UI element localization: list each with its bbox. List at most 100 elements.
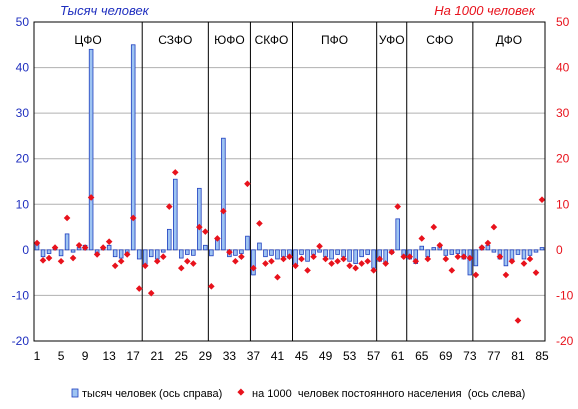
- bar: [257, 242, 262, 251]
- marker: [466, 254, 474, 262]
- left-y-tick-label: 50: [16, 15, 30, 29]
- marker: [502, 271, 510, 279]
- bar: [473, 249, 479, 267]
- right-axis-title: На 1000 человек: [434, 3, 536, 18]
- bar: [353, 249, 358, 264]
- marker: [51, 244, 59, 251]
- bar: [221, 137, 226, 251]
- bar: [118, 249, 124, 259]
- right-y-tick-label: 20: [556, 152, 570, 166]
- bar: [251, 249, 256, 276]
- marker: [472, 271, 480, 279]
- right-y-tick-label: 10: [556, 197, 570, 211]
- marker: [177, 264, 185, 272]
- bar: [275, 249, 280, 260]
- marker: [322, 255, 329, 263]
- plot-frame: [33, 21, 546, 342]
- x-tick-label: 85: [535, 349, 549, 363]
- marker: [418, 235, 426, 242]
- marker: [484, 239, 492, 247]
- marker: [117, 257, 125, 265]
- bar: [88, 48, 94, 251]
- x-tick-label: 25: [175, 349, 189, 363]
- bar: [263, 249, 268, 258]
- marker: [394, 203, 402, 210]
- bar: [521, 249, 527, 260]
- x-tick-label: 61: [391, 349, 405, 363]
- marker: [346, 262, 353, 270]
- marker: [105, 238, 113, 245]
- bar: [245, 235, 250, 251]
- x-tick-label: 41: [271, 349, 285, 363]
- marker: [202, 228, 209, 235]
- district-label: ЦФО: [74, 33, 101, 47]
- marker: [352, 264, 359, 272]
- right-y-tick-label: 30: [556, 106, 570, 120]
- grid: [34, 21, 545, 342]
- marker: [214, 235, 221, 242]
- bar: [527, 249, 533, 256]
- marker: [496, 253, 504, 260]
- marker: [388, 248, 395, 256]
- bar: [341, 249, 346, 258]
- marker: [45, 254, 53, 262]
- marker: [87, 194, 95, 201]
- marker: [424, 255, 432, 263]
- bar: [239, 249, 244, 254]
- marker: [123, 251, 131, 258]
- x-tick-label: 17: [127, 349, 141, 363]
- marker: [442, 255, 450, 263]
- bar: [185, 249, 190, 255]
- district-label: СФО: [426, 33, 453, 47]
- marker: [244, 180, 251, 188]
- bar: [179, 249, 184, 259]
- bar: [365, 249, 370, 255]
- marker: [129, 214, 137, 222]
- marker: [520, 260, 528, 267]
- right-y-tick-label: -10: [556, 288, 574, 302]
- bar: [335, 249, 340, 255]
- marker: [57, 257, 65, 265]
- marker: [316, 242, 323, 250]
- left-y-tick-label: -20: [12, 334, 30, 348]
- marker: [196, 223, 203, 231]
- bar: [443, 249, 449, 256]
- district-label: ПФО: [321, 33, 348, 47]
- bar: [515, 249, 521, 255]
- x-tick-label: 13: [102, 349, 116, 363]
- legend-marker-label: на 1000 человек постоянного населения (о…: [252, 388, 525, 400]
- left-y-tick-label: -10: [12, 288, 30, 302]
- bar: [533, 249, 539, 253]
- bar: [317, 249, 322, 253]
- x-tick-label: 29: [199, 349, 213, 363]
- marker: [39, 257, 47, 264]
- x-tick-label: 57: [367, 349, 381, 363]
- x-tick-label: 53: [343, 349, 357, 363]
- bar: [64, 233, 70, 251]
- marker: [81, 244, 89, 251]
- bar: [136, 249, 142, 260]
- marker: [454, 253, 462, 260]
- bar: [431, 247, 437, 251]
- marker: [358, 260, 365, 267]
- marker: [340, 255, 347, 263]
- bar: [148, 249, 154, 258]
- marker: [250, 264, 257, 272]
- x-tick-label: 5: [58, 349, 65, 363]
- bar: [154, 249, 160, 260]
- x-tick-label: 65: [415, 349, 429, 363]
- bar: [299, 249, 304, 255]
- bar: [539, 247, 545, 251]
- left-y-tick-label: 10: [16, 197, 30, 211]
- bar: [455, 249, 461, 254]
- marker: [514, 317, 522, 324]
- bar: [467, 249, 473, 276]
- district-label: ЮФО: [214, 33, 245, 47]
- marker: [532, 269, 540, 276]
- left-y-tick-label: 0: [22, 243, 29, 257]
- left-y-tick-label: 40: [16, 61, 30, 75]
- marker: [406, 253, 414, 260]
- bar: [58, 249, 64, 257]
- bar: [209, 249, 214, 257]
